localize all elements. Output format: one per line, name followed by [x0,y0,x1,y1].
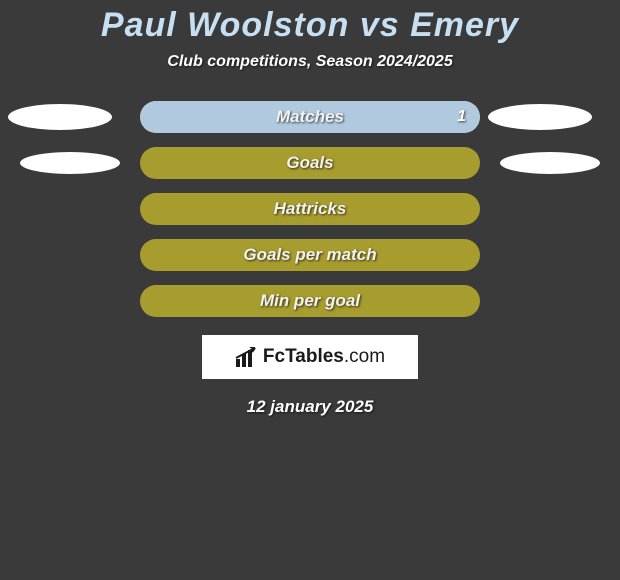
date-label: 12 january 2025 [0,397,620,417]
stat-row: Goals [0,147,620,179]
stat-label: Matches [140,101,480,133]
stat-label: Hattricks [140,193,480,225]
stat-label: Min per goal [140,285,480,317]
stat-label: Goals [140,147,480,179]
stat-row: Min per goal [0,285,620,317]
stat-row: Hattricks [0,193,620,225]
ellipse-right-icon [500,152,600,174]
stat-bar: Min per goal [140,285,480,317]
ellipse-right-icon [488,104,592,130]
stat-value-right: 1 [457,101,466,133]
fctables-logo[interactable]: FcTables.com [202,335,418,379]
comparison-card: Paul Woolston vs Emery Club competitions… [0,0,620,417]
stat-bar: Matches1 [140,101,480,133]
stat-row: Goals per match [0,239,620,271]
logo-text: FcTables.com [263,346,385,368]
stat-bar: Hattricks [140,193,480,225]
stat-row: Matches1 [0,101,620,133]
stat-rows: Matches1 Goals Hattricks Goals per match Min… [0,101,620,317]
ellipse-left-icon [8,104,112,130]
subtitle: Club competitions, Season 2024/2025 [0,53,620,71]
ellipse-left-icon [20,152,120,174]
page-title: Paul Woolston vs Emery [0,6,620,45]
stat-bar: Goals per match [140,239,480,271]
bars-icon [235,347,259,367]
stat-label: Goals per match [140,239,480,271]
stat-bar: Goals [140,147,480,179]
